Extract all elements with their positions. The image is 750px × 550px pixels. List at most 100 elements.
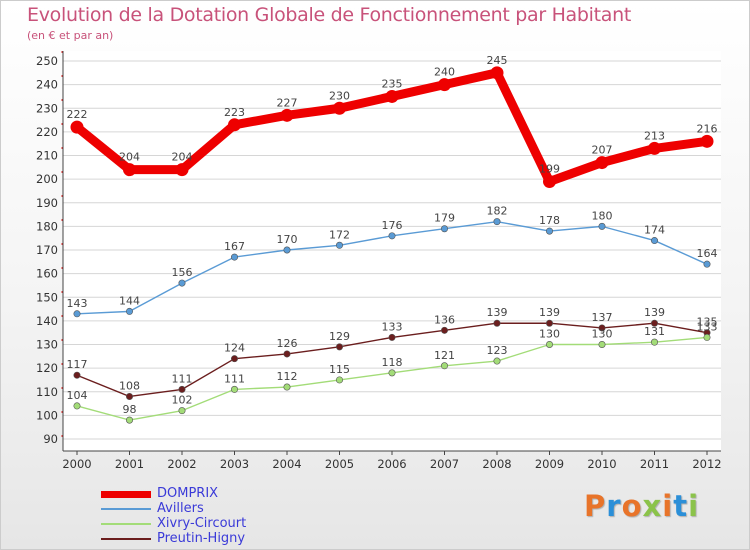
data-point [493, 357, 501, 365]
data-point [126, 392, 134, 400]
data-label: 123 [487, 344, 508, 357]
data-point [650, 319, 658, 327]
data-point [595, 156, 609, 170]
plot-area [63, 51, 721, 451]
data-label: 129 [329, 330, 350, 343]
data-point [598, 324, 606, 332]
y-tick-label: 140 [36, 314, 58, 328]
legend-item: DOMPRIX [101, 487, 218, 501]
data-point [440, 326, 448, 334]
data-point [598, 340, 606, 348]
data-point [283, 350, 291, 358]
data-label: 176 [382, 219, 403, 232]
x-tick-label: 2001 [115, 457, 144, 471]
series-domprix [70, 66, 714, 188]
x-tick-label: 2002 [167, 457, 196, 471]
x-tick-label: 2004 [272, 457, 301, 471]
data-label: 126 [277, 337, 298, 350]
data-label: 130 [592, 328, 613, 341]
legend-item: Avillers [101, 502, 204, 516]
data-label: 130 [539, 328, 560, 341]
data-point [388, 232, 396, 240]
data-label: 143 [67, 297, 88, 310]
y-tick-label: 100 [36, 408, 58, 422]
legend-item: Xivry-Circourt [101, 517, 246, 531]
data-label: 139 [644, 306, 665, 319]
data-point [493, 319, 501, 327]
y-tick-label: 150 [36, 290, 58, 304]
x-tick-label: 2012 [692, 457, 721, 471]
y-tick-label: 180 [36, 219, 58, 233]
data-point [283, 246, 291, 254]
data-point [440, 362, 448, 370]
series-lines [70, 66, 714, 424]
data-label: 235 [382, 77, 403, 90]
logo-letter: P [584, 489, 607, 523]
data-label: 156 [172, 266, 193, 279]
data-label: 179 [434, 212, 455, 225]
x-tick-label: 2008 [482, 457, 511, 471]
data-label: 204 [119, 151, 140, 164]
legend-label: Preutin-Higny [157, 531, 246, 546]
data-label: 117 [67, 358, 88, 371]
data-label: 115 [329, 363, 350, 376]
data-label: 180 [592, 209, 613, 222]
x-tick-label: 2009 [535, 457, 564, 471]
data-label: 102 [172, 394, 193, 407]
data-label: 118 [382, 356, 403, 369]
data-point [703, 333, 711, 341]
proxiti-logo: Proxiti [584, 489, 699, 523]
grid-lines [63, 51, 721, 451]
data-point [280, 108, 294, 122]
series-xivry-circourt [73, 333, 711, 424]
data-label: 98 [123, 403, 137, 416]
data-point [493, 218, 501, 226]
data-point [73, 310, 81, 318]
data-point [70, 120, 84, 134]
data-point [123, 163, 136, 177]
data-label: 227 [277, 96, 298, 109]
data-label: 167 [224, 240, 245, 253]
logo-letter: o [621, 489, 643, 523]
y-tick-label: 230 [36, 101, 58, 115]
y-tick-label: 110 [36, 385, 58, 399]
y-tick-label: 120 [36, 361, 58, 375]
y-tick-label: 240 [36, 78, 58, 92]
x-tick-label: 2007 [430, 457, 459, 471]
data-label: 111 [172, 372, 193, 385]
x-tick-label: 2000 [62, 457, 91, 471]
data-point [650, 338, 658, 346]
data-point [178, 407, 186, 415]
data-label: 104 [67, 389, 88, 402]
data-point [73, 371, 81, 379]
y-tick-label: 250 [36, 54, 58, 68]
logo-letter: r [606, 489, 622, 523]
data-label: 164 [697, 247, 718, 260]
data-label: 111 [224, 372, 245, 385]
data-label: 170 [277, 233, 298, 246]
legend-swatch [101, 523, 151, 525]
data-point [231, 355, 239, 363]
data-label: 245 [487, 54, 508, 67]
data-point [543, 174, 556, 188]
legend-label: DOMPRIX [157, 486, 219, 501]
y-tick-label: 90 [43, 432, 58, 446]
data-label: 199 [539, 162, 560, 175]
data-label: 207 [592, 144, 613, 157]
data-point [231, 253, 239, 261]
legend-item: Preutin-Higny [101, 532, 245, 546]
data-point [178, 279, 186, 287]
chart-title: Evolution de la Dotation Globale de Fonc… [27, 4, 632, 26]
data-label: 124 [224, 342, 245, 355]
data-point [178, 385, 186, 393]
logo-letter: x [642, 489, 663, 523]
data-point [700, 134, 714, 148]
data-point [228, 118, 241, 132]
x-tick-label: 2003 [220, 457, 249, 471]
y-tick-label: 170 [36, 243, 58, 257]
data-label: 204 [172, 151, 193, 164]
data-point [545, 340, 553, 348]
data-point [650, 237, 658, 245]
logo-letter: i [688, 489, 700, 523]
